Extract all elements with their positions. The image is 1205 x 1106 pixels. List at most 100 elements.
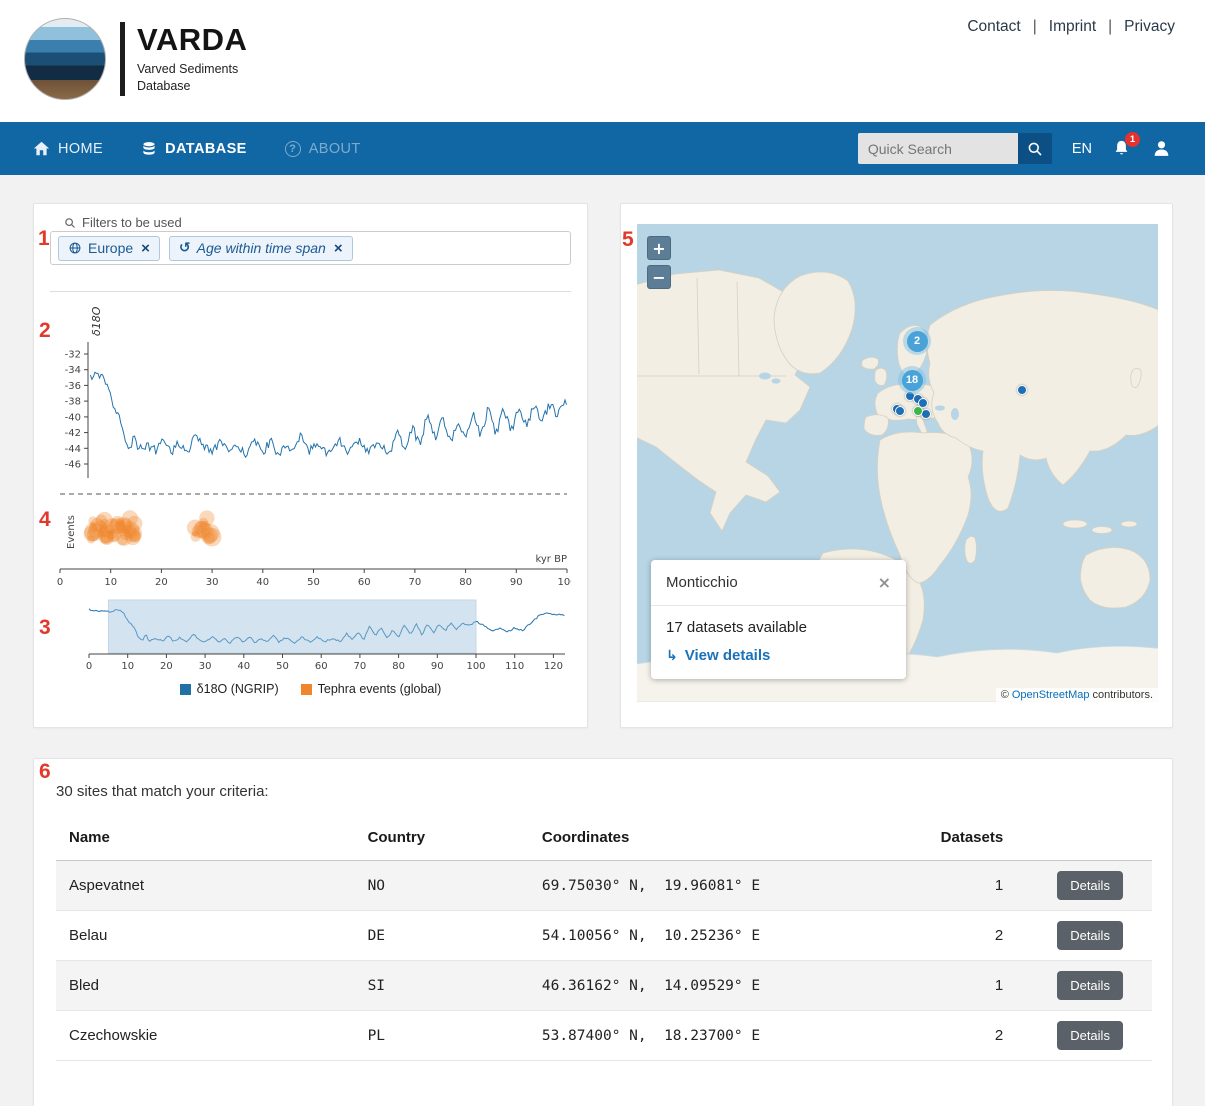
varda-logo[interactable]: VARDA Varved Sediments Database: [24, 18, 247, 100]
details-button[interactable]: Details: [1057, 1021, 1123, 1050]
remove-filter-icon[interactable]: ×: [333, 239, 343, 257]
home-icon: [33, 141, 50, 156]
notification-badge: 1: [1125, 132, 1140, 147]
nav-database[interactable]: DATABASE: [141, 141, 247, 157]
cluster-count: 18: [901, 369, 923, 391]
nav-about[interactable]: ? ABOUT: [284, 140, 361, 157]
site-country: SI: [354, 960, 529, 1011]
site-country: NO: [354, 860, 529, 911]
filters-chart-card: Filters to be used Europe × ↺ Age within…: [33, 203, 588, 728]
nav-items: HOME DATABASE ? ABOUT: [33, 140, 361, 157]
svg-text:Events: Events: [66, 515, 77, 549]
filter-chip-label: Age within time span: [196, 240, 326, 256]
svg-text:20: 20: [155, 577, 168, 588]
view-details-link[interactable]: ↳ View details: [666, 647, 891, 664]
openstreetmap-link[interactable]: OpenStreetMap: [1011, 689, 1090, 701]
svg-text:δ18O: δ18O: [90, 306, 103, 336]
details-button[interactable]: Details: [1057, 921, 1123, 950]
svg-text:40: 40: [256, 577, 269, 588]
svg-text:90: 90: [431, 661, 444, 672]
details-button[interactable]: Details: [1057, 871, 1123, 900]
imprint-link[interactable]: Imprint: [1048, 18, 1097, 35]
quick-search: [857, 133, 1052, 164]
chart-legend: δ18O (NGRIP) Tephra events (global): [34, 682, 587, 696]
d18o-proxy-chart[interactable]: -32 -34 -36 -38 -40 -42 -44 -46 δ18O Events 0 10 20 3…: [50, 306, 571, 591]
column-header-datasets: Datasets: [927, 815, 1017, 861]
contact-link[interactable]: Contact: [967, 18, 1021, 35]
world-map[interactable]: + − 2 18 Monticchio ×: [637, 224, 1158, 702]
bell-icon: [1115, 140, 1128, 155]
legend-item-d18o: δ18O (NGRIP): [179, 682, 279, 696]
table-header-row: Name Country Coordinates Datasets: [56, 815, 1152, 861]
annotation-step-6: 6: [39, 760, 51, 783]
svg-text:-32: -32: [65, 350, 81, 361]
svg-text:-38: -38: [65, 397, 81, 408]
table-row: Belau DE 54.10056° N, 10.25236° E 2 Details: [56, 910, 1152, 961]
active-filters-box[interactable]: Europe × ↺ Age within time span ×: [50, 231, 571, 265]
svg-text:kyr BP: kyr BP: [535, 554, 567, 565]
map-cluster-marker[interactable]: 18: [898, 366, 926, 394]
site-coordinates: 54.10056° N, 10.25236° E: [528, 910, 928, 961]
svg-text:-40: -40: [65, 412, 81, 423]
svg-text:120: 120: [544, 661, 563, 672]
quick-search-input[interactable]: [857, 133, 1018, 164]
table-row: Bled SI 46.36162° N, 14.09529° E 1 Details: [56, 960, 1152, 1011]
svg-text:80: 80: [392, 661, 405, 672]
site-marker[interactable]: [895, 406, 905, 416]
land-indonesia: [1091, 526, 1113, 534]
language-selector[interactable]: EN: [1071, 140, 1092, 157]
zoom-in-button[interactable]: +: [647, 236, 671, 260]
svg-text:60: 60: [358, 577, 371, 588]
column-header-coordinates: Coordinates: [528, 815, 928, 861]
svg-text:70: 70: [354, 661, 367, 672]
results-summary: 30 sites that match your criteria:: [56, 783, 269, 800]
legend-item-tephra: Tephra events (global): [300, 682, 442, 696]
site-marker[interactable]: [918, 398, 928, 408]
table-row: Aspevatnet NO 69.75030° N, 19.96081° E 1 Det…: [56, 860, 1152, 911]
svg-text:10: 10: [104, 577, 117, 588]
svg-text:70: 70: [409, 577, 422, 588]
cluster-count: 2: [906, 330, 928, 352]
remove-filter-icon[interactable]: ×: [141, 239, 150, 257]
filter-chip-europe[interactable]: Europe ×: [58, 235, 160, 261]
main-nav: HOME DATABASE ? ABOUT EN 1: [0, 122, 1205, 175]
column-header-actions: [1016, 815, 1152, 861]
annotation-step-2: 2: [39, 319, 51, 342]
nav-home-label: HOME: [58, 140, 104, 157]
nav-home[interactable]: HOME: [33, 140, 103, 157]
svg-text:-34: -34: [65, 365, 81, 376]
land-asia: [926, 290, 1158, 512]
site-marker-selected[interactable]: [913, 406, 923, 416]
arrow-icon: ↳: [666, 647, 678, 664]
logo-divider: [120, 22, 125, 96]
legend-label: Tephra events (global): [317, 682, 442, 696]
zoom-out-button[interactable]: −: [647, 265, 671, 289]
search-button[interactable]: [1017, 133, 1052, 164]
details-button[interactable]: Details: [1057, 971, 1123, 1000]
site-marker[interactable]: [1017, 385, 1027, 395]
account-button[interactable]: [1151, 138, 1172, 159]
svg-text:100: 100: [466, 661, 485, 672]
privacy-link[interactable]: Privacy: [1124, 18, 1175, 35]
svg-text:110: 110: [505, 661, 524, 672]
svg-text:10: 10: [121, 661, 134, 672]
svg-text:-42: -42: [65, 428, 81, 439]
map-attribution: © OpenStreetMap contributors.: [995, 688, 1158, 702]
annotation-step-4: 4: [39, 508, 51, 531]
map-cluster-marker[interactable]: 2: [903, 327, 931, 355]
popup-close-icon[interactable]: ×: [877, 573, 891, 592]
link-separator: |: [1108, 18, 1113, 35]
filter-chip-label: Europe: [88, 240, 134, 256]
time-range-brush-chart[interactable]: 0 10 20 30 40 50 60 70 80 90 100 110 120: [74, 597, 571, 682]
filters-label-text: Filters to be used: [82, 215, 182, 230]
annotation-step-5: 5: [622, 228, 634, 251]
globe-icon: [69, 242, 81, 254]
site-datasets-count: 1: [927, 960, 1017, 1011]
logo-title: VARDA: [137, 22, 248, 58]
notifications-button[interactable]: 1: [1112, 132, 1140, 158]
filter-chip-age-span[interactable]: ↺ Age within time span ×: [168, 235, 353, 261]
svg-text:50: 50: [307, 577, 320, 588]
logo-subtitle: Database: [137, 78, 191, 93]
land-australia: [1080, 547, 1151, 609]
